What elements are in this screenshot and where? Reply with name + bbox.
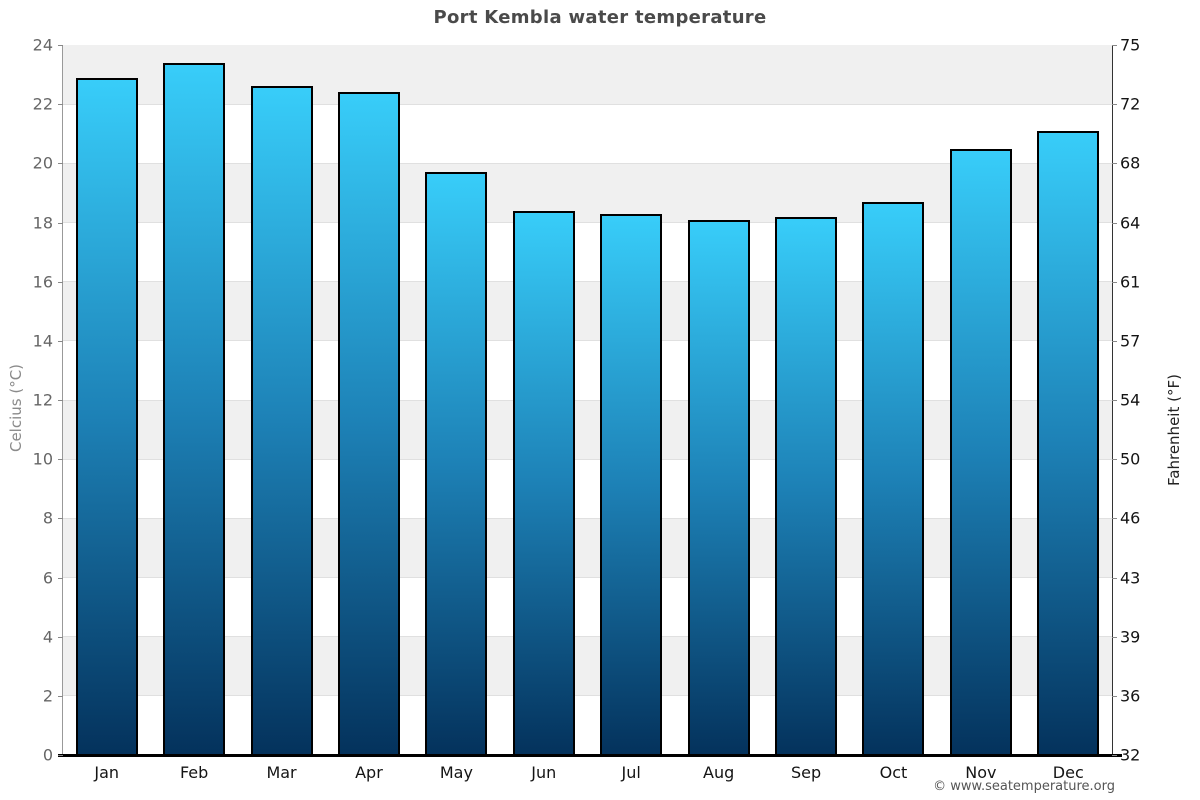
y-tick-label: 10 <box>32 449 53 469</box>
bar-mar <box>250 86 313 755</box>
plot-area <box>63 45 1112 755</box>
x-tick-label: Jan <box>94 763 120 782</box>
y-tick-label: 12 <box>32 390 53 410</box>
y-tick-label: 6 <box>42 568 53 587</box>
bar-aug <box>687 219 750 755</box>
y-tick-mark <box>58 755 63 756</box>
bar-jul <box>600 213 663 755</box>
copyright-text: © www.seatemperature.org <box>933 779 1115 794</box>
bar-feb <box>163 62 226 755</box>
y2-tick-label: 61 <box>1120 272 1141 292</box>
gridline <box>63 458 1112 460</box>
y-tick-mark <box>58 340 63 342</box>
bar-apr <box>337 92 400 755</box>
gridline <box>63 517 1112 519</box>
y-tick-mark <box>58 45 63 46</box>
y2-tick-label: 64 <box>1120 213 1141 232</box>
right-axis-label: Fahrenheit (°F) <box>1165 374 1183 486</box>
y2-tick-mark <box>1112 104 1117 106</box>
y-tick-label: 14 <box>32 331 53 351</box>
gridline <box>63 162 1112 164</box>
gridline <box>63 222 1112 223</box>
bar-oct <box>862 201 925 755</box>
bar-jun <box>512 210 575 755</box>
y2-tick-label: 54 <box>1120 390 1141 410</box>
y2-tick-mark <box>1112 459 1117 461</box>
y-tick-mark <box>58 695 63 697</box>
grid-band <box>63 163 1112 223</box>
y2-tick-label: 57 <box>1120 331 1141 351</box>
x-tick-label: Jun <box>531 763 557 782</box>
y2-tick-mark <box>1112 400 1117 401</box>
grid-band <box>63 518 1112 578</box>
y-tick-label: 8 <box>42 508 53 528</box>
y-tick-label: 16 <box>32 272 53 292</box>
chart-title: Port Kembla water temperature <box>433 7 767 28</box>
y-tick-mark <box>58 222 63 224</box>
y-tick-mark <box>58 636 63 638</box>
y2-tick-mark <box>1112 695 1117 697</box>
y2-tick-mark <box>1112 45 1117 46</box>
gridline <box>63 577 1112 578</box>
y2-tick-label: 46 <box>1120 508 1141 528</box>
y2-tick-label: 68 <box>1120 153 1141 173</box>
y-tick-mark <box>58 163 63 165</box>
y2-tick-mark <box>1112 636 1117 638</box>
bar-jan <box>75 77 138 755</box>
grid-band <box>63 400 1112 460</box>
x-tick-label: Feb <box>179 763 209 782</box>
y-tick-label: 20 <box>32 153 53 173</box>
y2-tick-mark <box>1112 755 1117 756</box>
y-tick-label: 18 <box>32 213 53 232</box>
y2-tick-label: 50 <box>1120 449 1141 469</box>
x-tick-label: Mar <box>266 763 297 782</box>
y2-tick-label: 75 <box>1120 35 1141 55</box>
x-tick-label: May <box>439 763 473 782</box>
x-tick-label: Dec <box>1052 763 1084 782</box>
grid-band <box>63 45 1112 105</box>
y2-tick-label: 36 <box>1120 686 1141 706</box>
y-tick-label: 2 <box>42 686 53 706</box>
y-tick-label: 4 <box>42 627 53 647</box>
y2-tick-mark <box>1112 577 1117 579</box>
x-tick-label: Oct <box>879 763 908 782</box>
bar-may <box>425 172 488 755</box>
y-tick-mark <box>58 577 63 579</box>
y-tick-label: 24 <box>32 35 53 55</box>
gridline <box>63 636 1112 638</box>
grid-band <box>63 281 1112 341</box>
y2-tick-mark <box>1112 222 1117 224</box>
y-tick-label: 22 <box>32 94 53 114</box>
bar-sep <box>775 216 838 755</box>
y2-tick-mark <box>1112 340 1117 342</box>
grid-band <box>63 636 1112 696</box>
y-tick-mark <box>58 518 63 520</box>
y-tick-mark <box>58 400 63 401</box>
y2-tick-label: 72 <box>1120 94 1141 114</box>
y-tick-label: 0 <box>42 745 53 765</box>
y-tick-mark <box>58 459 63 461</box>
y-tick-mark <box>58 281 63 283</box>
gridline <box>63 399 1112 401</box>
y2-tick-mark <box>1112 163 1117 165</box>
x-tick-label: Jul <box>621 763 641 782</box>
x-tick-label: Apr <box>355 763 383 782</box>
y2-tick-label: 32 <box>1120 745 1141 765</box>
x-axis-line <box>58 754 1122 757</box>
x-tick-label: Nov <box>965 763 997 782</box>
bar-dec <box>1037 130 1100 755</box>
y-tick-mark <box>58 104 63 106</box>
y2-tick-mark <box>1112 281 1117 283</box>
gridline <box>63 340 1112 342</box>
x-tick-label: Aug <box>703 763 735 782</box>
gridline <box>63 103 1112 105</box>
gridline <box>63 695 1112 697</box>
y2-tick-label: 39 <box>1120 627 1141 647</box>
y2-tick-label: 43 <box>1120 568 1141 587</box>
y2-tick-mark <box>1112 518 1117 520</box>
bar-nov <box>949 148 1012 755</box>
x-tick-label: Sep <box>790 763 822 782</box>
gridline <box>63 281 1112 283</box>
